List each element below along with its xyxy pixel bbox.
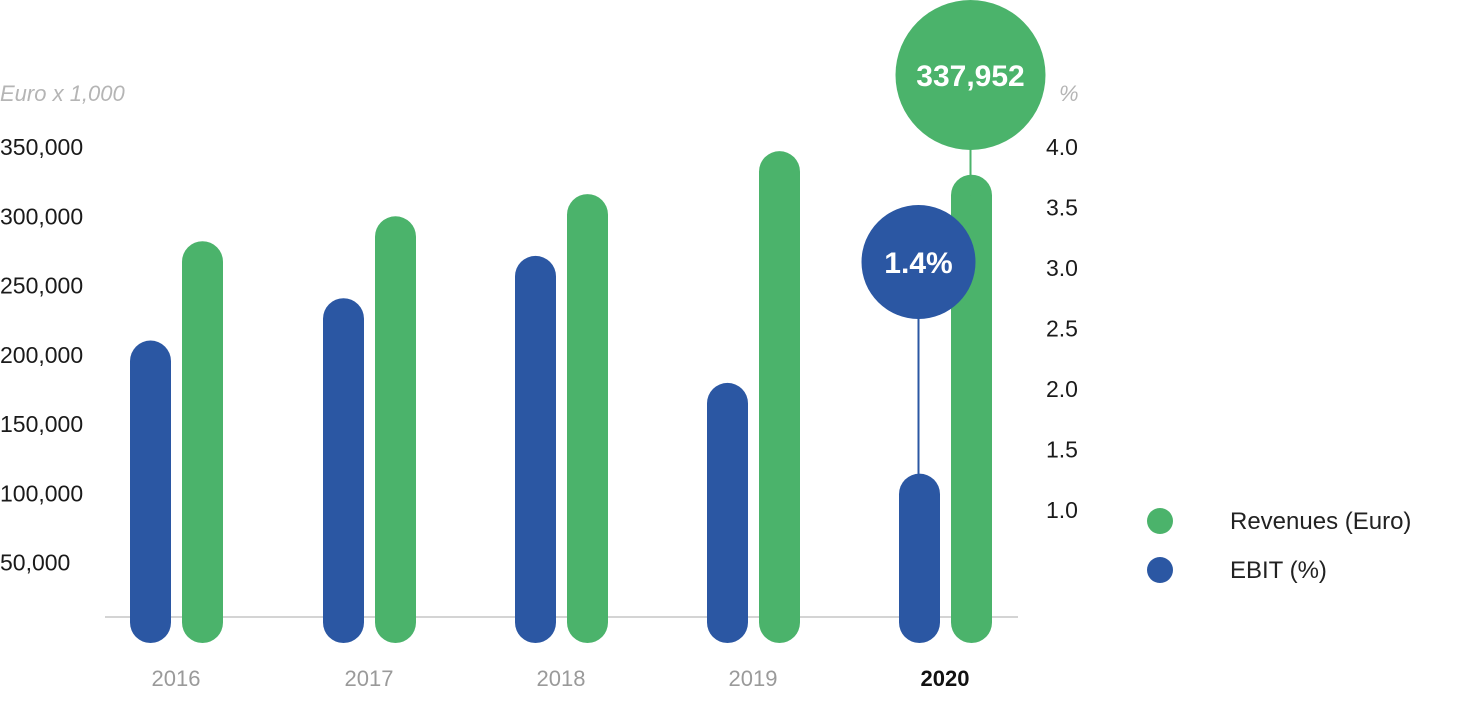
callout-bubble-revenue [895, 0, 1046, 150]
right-axis-tick-label: 2.5 [1046, 315, 1078, 341]
left-axis-tick-label: 250,000 [0, 273, 83, 299]
right-axis-tick-label: 1.5 [1046, 436, 1078, 462]
legend-label-0: Revenues (Euro) [1230, 508, 1411, 535]
right-axis-tick-label: 3.5 [1046, 194, 1078, 220]
right-axis-tick-label: 2.0 [1046, 376, 1078, 402]
legend-label-1: EBIT (%) [1230, 557, 1327, 584]
x-axis-label-2020: 2020 [921, 666, 970, 691]
revenue-bar-2016 [182, 241, 223, 644]
legend-swatch-1 [1147, 557, 1173, 583]
right-axis-unit-label: % [1059, 81, 1079, 106]
right-axis-tick-label: 4.0 [1046, 134, 1078, 160]
x-axis-label-2016: 2016 [152, 666, 201, 691]
revenue-bar-2018 [567, 194, 608, 643]
x-axis-label-2019: 2019 [729, 666, 778, 691]
ebit-bar-2017 [323, 298, 364, 643]
revenue-bar-2017 [375, 216, 416, 643]
callout-bubble-ebit [861, 205, 976, 319]
left-axis-tick-label: 200,000 [0, 342, 83, 368]
right-axis-tick-label: 3.0 [1046, 255, 1078, 281]
ebit-bar-2019 [707, 382, 748, 643]
left-axis-unit-label: Euro x 1,000 [0, 81, 126, 106]
left-axis-tick-label: 300,000 [0, 203, 83, 229]
left-axis-tick-label: 350,000 [0, 134, 83, 160]
legend-swatch-0 [1147, 508, 1173, 534]
callout-value-revenue: 337,952 [916, 60, 1024, 93]
callout-value-ebit: 1.4% [884, 247, 952, 280]
x-axis-label-2017: 2017 [345, 666, 394, 691]
left-axis-tick-label: 50,000 [0, 550, 70, 576]
left-axis-tick-label: 100,000 [0, 480, 83, 506]
revenue-bar-2019 [759, 151, 800, 643]
left-axis-tick-label: 150,000 [0, 411, 83, 437]
right-axis-tick-label: 1.0 [1046, 497, 1078, 523]
ebit-bar-2020 [899, 473, 940, 643]
ebit-bar-2018 [515, 255, 556, 643]
x-axis-label-2018: 2018 [537, 666, 586, 691]
ebit-bar-2016 [130, 340, 171, 643]
